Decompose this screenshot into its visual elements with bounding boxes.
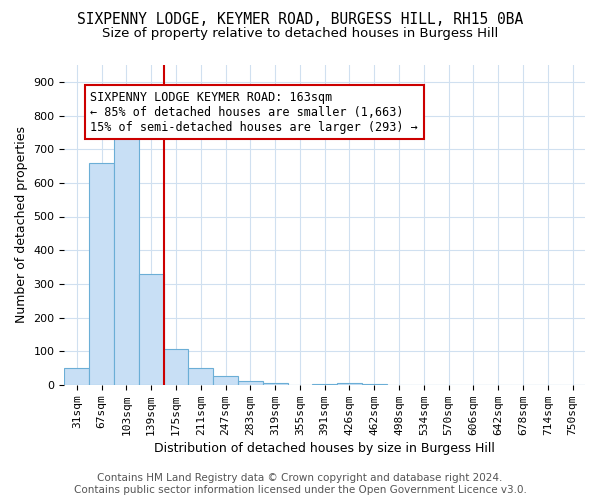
Text: SIXPENNY LODGE, KEYMER ROAD, BURGESS HILL, RH15 0BA: SIXPENNY LODGE, KEYMER ROAD, BURGESS HIL… — [77, 12, 523, 28]
Bar — [337, 383, 362, 385]
Bar — [213, 376, 238, 385]
Bar — [89, 162, 114, 385]
Y-axis label: Number of detached properties: Number of detached properties — [15, 126, 28, 324]
Bar — [64, 368, 89, 385]
Bar — [164, 350, 188, 385]
Text: Contains HM Land Registry data © Crown copyright and database right 2024.
Contai: Contains HM Land Registry data © Crown c… — [74, 474, 526, 495]
Bar — [114, 136, 139, 385]
Text: Size of property relative to detached houses in Burgess Hill: Size of property relative to detached ho… — [102, 28, 498, 40]
Bar — [188, 368, 213, 385]
Bar — [139, 274, 164, 385]
X-axis label: Distribution of detached houses by size in Burgess Hill: Distribution of detached houses by size … — [154, 442, 495, 455]
Text: SIXPENNY LODGE KEYMER ROAD: 163sqm
← 85% of detached houses are smaller (1,663)
: SIXPENNY LODGE KEYMER ROAD: 163sqm ← 85%… — [91, 90, 418, 134]
Bar — [238, 381, 263, 385]
Bar — [263, 383, 287, 385]
